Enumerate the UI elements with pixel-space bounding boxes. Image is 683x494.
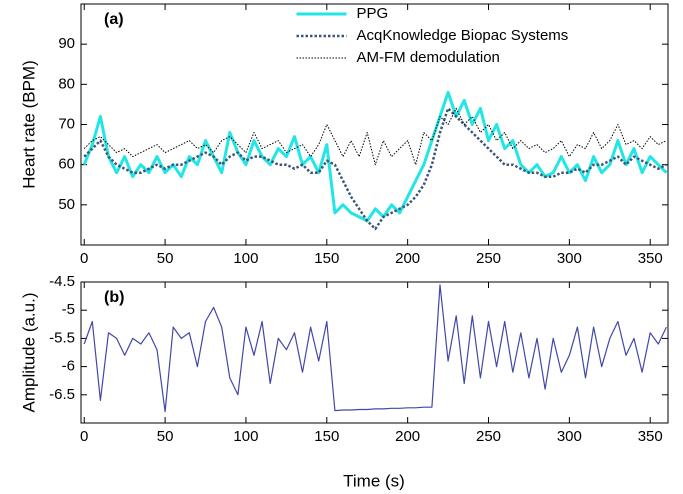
legend-label: AcqKnowledge Biopac Systems bbox=[357, 27, 569, 44]
x-tick-label: 50 bbox=[157, 428, 174, 445]
x-tick-label: 100 bbox=[233, 250, 258, 267]
plot-frame bbox=[80, 281, 669, 424]
x-tick-label: 200 bbox=[395, 250, 420, 267]
y-tick-label: 70 bbox=[58, 115, 75, 132]
x-tick-label: 50 bbox=[157, 250, 174, 267]
series-line bbox=[83, 107, 667, 166]
x-tick-label: 300 bbox=[557, 428, 582, 445]
x-tick-label: 150 bbox=[314, 250, 339, 267]
panel-label: (b) bbox=[104, 289, 124, 306]
series-line bbox=[83, 284, 667, 413]
x-tick-label: 0 bbox=[80, 250, 88, 267]
x-tick-label: 100 bbox=[233, 428, 258, 445]
x-tick-label: 0 bbox=[80, 428, 88, 445]
x-tick-label: 350 bbox=[638, 250, 663, 267]
legend-label: AM-FM demodulation bbox=[357, 49, 500, 66]
y-tick-label: 90 bbox=[58, 35, 75, 52]
series-line bbox=[83, 107, 667, 231]
series-line bbox=[82, 90, 668, 223]
x-tick-label: 150 bbox=[314, 428, 339, 445]
x-tick-label: 200 bbox=[395, 428, 420, 445]
y-tick-label: -6.5 bbox=[49, 386, 75, 403]
y-tick-label: -6 bbox=[62, 358, 75, 375]
y-axis-label: Heart rate (BPM) bbox=[19, 60, 38, 188]
y-tick-label: -4.5 bbox=[49, 273, 75, 290]
x-axis-label: Time (s) bbox=[343, 471, 405, 490]
y-tick-label: -5 bbox=[62, 301, 75, 318]
y-tick-label: 50 bbox=[58, 196, 75, 213]
y-tick-label: 60 bbox=[58, 156, 75, 173]
legend-label: PPG bbox=[357, 5, 389, 22]
y-tick-label: -5.5 bbox=[49, 329, 75, 346]
x-tick-label: 350 bbox=[638, 428, 663, 445]
y-axis-label: Amplitude (a.u.) bbox=[19, 293, 38, 413]
y-tick-label: 80 bbox=[58, 75, 75, 92]
x-tick-label: 250 bbox=[476, 428, 501, 445]
panel-label: (a) bbox=[104, 11, 124, 28]
x-tick-label: 250 bbox=[476, 250, 501, 267]
x-tick-label: 300 bbox=[557, 250, 582, 267]
